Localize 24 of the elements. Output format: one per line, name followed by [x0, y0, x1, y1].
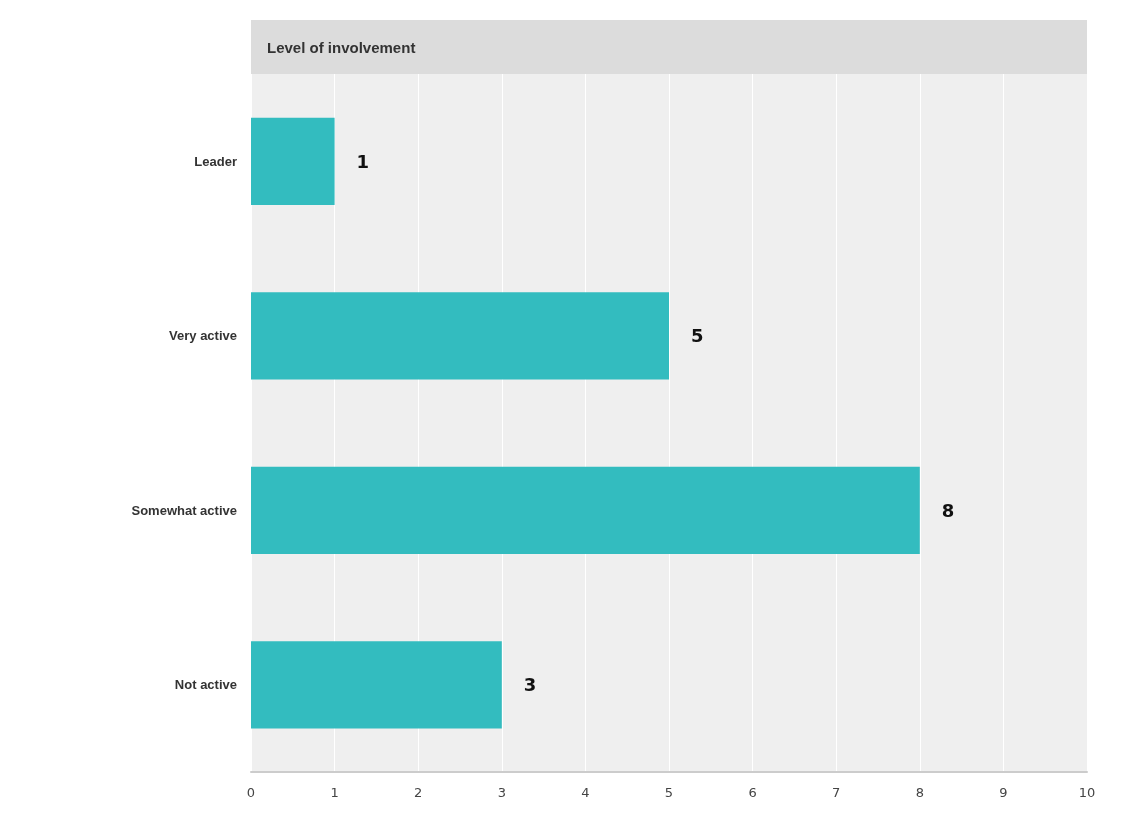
x-tick-label: 6	[748, 785, 757, 800]
x-tick-label: 4	[581, 785, 590, 800]
data-label: 5	[691, 325, 704, 347]
y-tick-label: Somewhat active	[131, 502, 237, 518]
x-tick-label: 1	[330, 785, 339, 800]
x-tick-label: 7	[832, 785, 841, 800]
data-label: 3	[523, 674, 537, 696]
data-label: 1	[356, 150, 370, 172]
y-tick-label: Leader	[194, 153, 237, 169]
bar	[251, 292, 669, 380]
x-tick-label: 2	[414, 785, 423, 800]
chart-title: Level of involvement	[267, 38, 416, 56]
bar	[251, 466, 920, 554]
x-tick-label: 9	[999, 785, 1008, 800]
bar	[251, 117, 335, 205]
x-tick-label: 10	[1078, 785, 1096, 800]
x-tick-label: 5	[664, 785, 674, 800]
x-tick-label: 0	[246, 785, 256, 800]
data-label: 8	[941, 499, 955, 521]
x-tick-label: 8	[915, 785, 924, 800]
y-tick-label: Not active	[174, 677, 237, 693]
x-tick-label: 3	[497, 785, 506, 800]
y-tick-label: Very active	[169, 328, 237, 344]
bar	[251, 641, 502, 729]
